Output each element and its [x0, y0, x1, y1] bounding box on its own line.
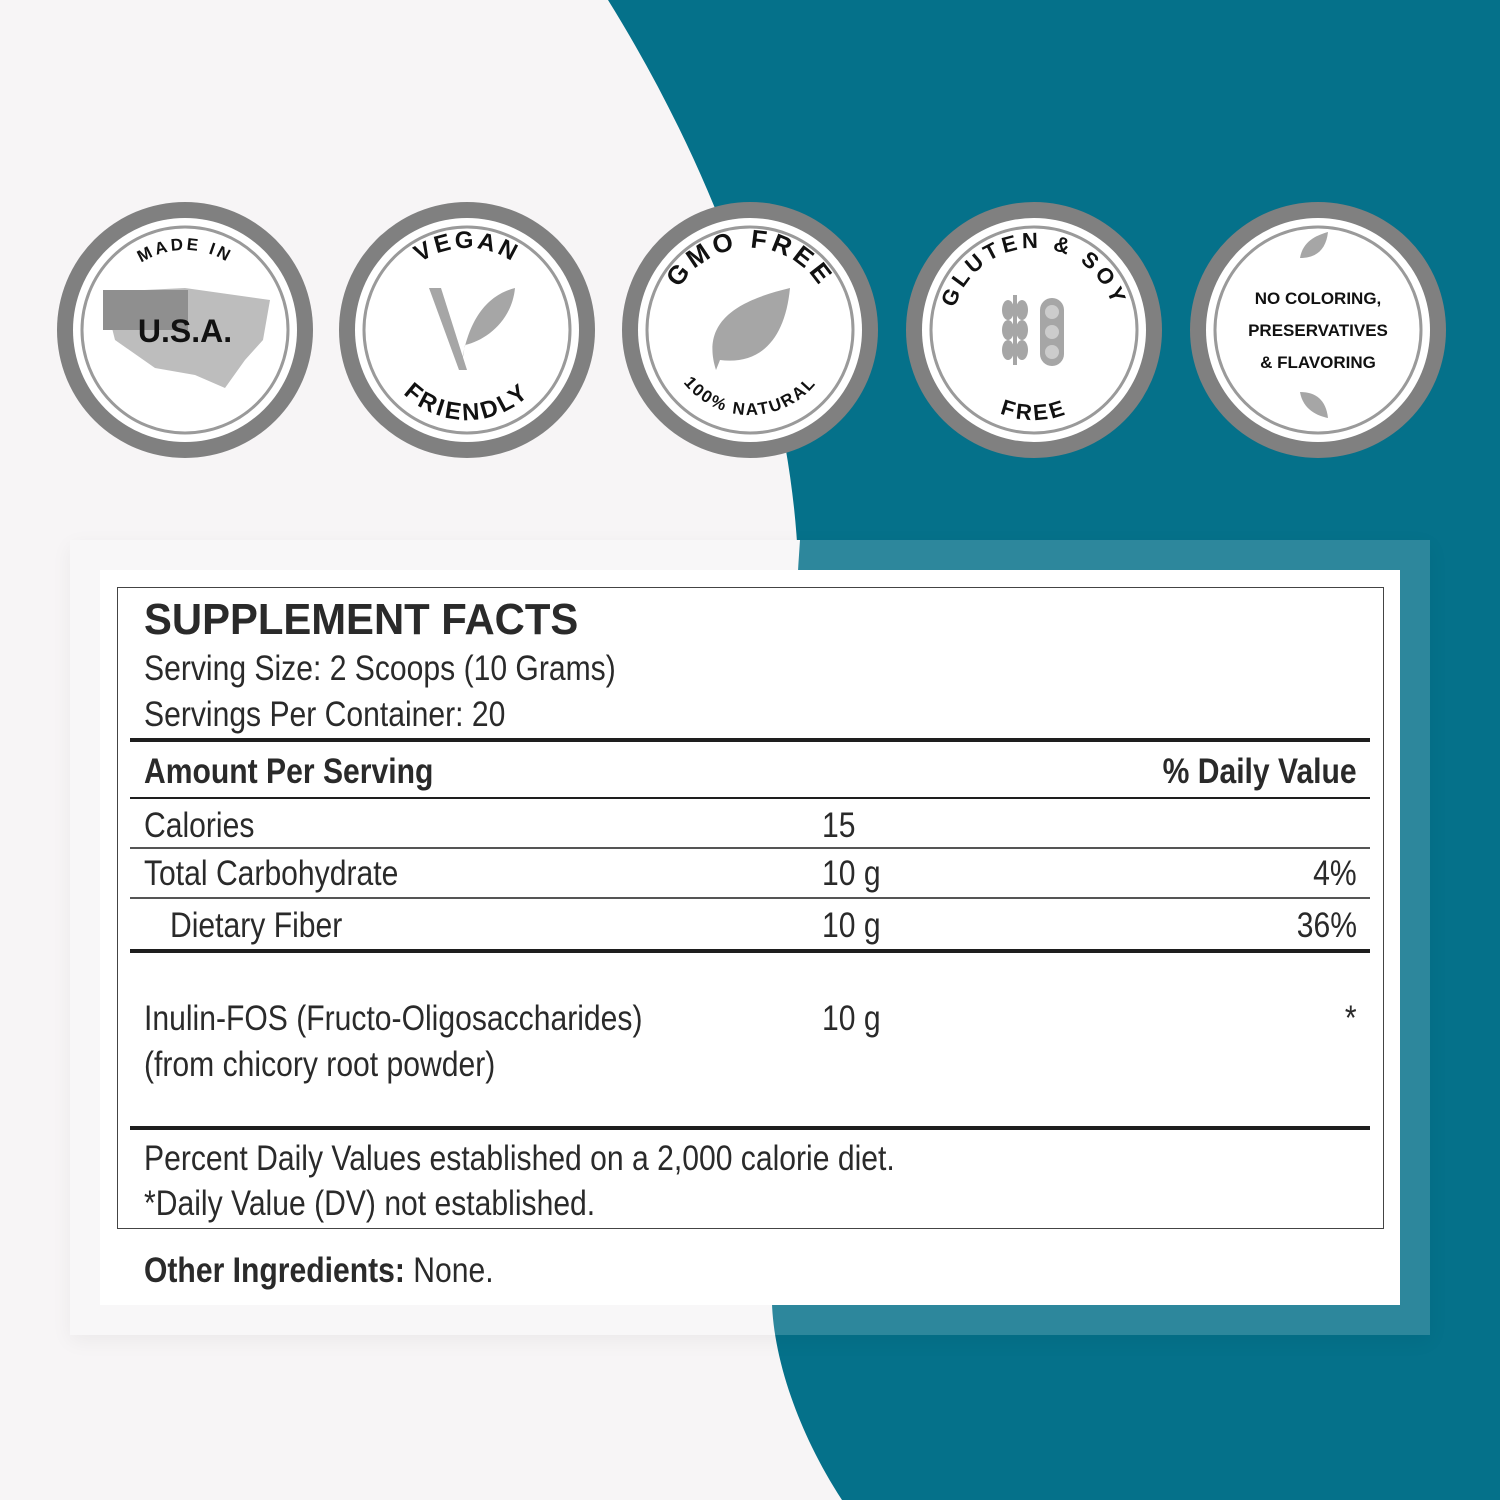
- gmo-free-badge: GMO FREE 100% NATURAL: [622, 202, 878, 458]
- row-dv: *: [1345, 999, 1357, 1038]
- svg-text:& FLAVORING: & FLAVORING: [1260, 353, 1376, 372]
- divider: [130, 897, 1370, 899]
- made-in-usa-badge: MADE IN U.S.A.: [57, 202, 313, 458]
- leaf-icon: [712, 288, 790, 370]
- serving-size: Serving Size: 2 Scoops (10 Grams): [144, 649, 616, 688]
- row-name: Total Carbohydrate: [144, 854, 399, 893]
- gluten-soy-free-badge: GLUTEN & SOY FREE: [906, 202, 1162, 458]
- no-additives-badge: NO COLORING, PRESERVATIVES & FLAVORING: [1190, 202, 1446, 458]
- vegan-v-leaf-icon: [429, 288, 515, 370]
- svg-text:NO COLORING,: NO COLORING,: [1255, 289, 1382, 308]
- row-dv: 4%: [1313, 854, 1357, 893]
- row-name: Dietary Fiber: [170, 906, 343, 945]
- amount-per-serving-header: Amount Per Serving: [144, 752, 434, 791]
- footnote-dv-not-established: *Daily Value (DV) not established.: [144, 1184, 596, 1223]
- facts-title: SUPPLEMENT FACTS: [144, 595, 579, 644]
- svg-text:U.S.A.: U.S.A.: [138, 313, 232, 349]
- row-name-detail: (from chicory root powder): [144, 1045, 496, 1084]
- footnote-daily-values: Percent Daily Values established on a 2,…: [144, 1139, 895, 1178]
- servings-per-container: Servings Per Container: 20: [144, 695, 506, 734]
- row-name: Inulin-FOS (Fructo-Oligosaccharides): [144, 999, 643, 1038]
- row-amount: 10 g: [822, 999, 881, 1038]
- row-name: Calories: [144, 806, 255, 845]
- divider: [130, 1126, 1370, 1130]
- svg-text:PRESERVATIVES: PRESERVATIVES: [1248, 321, 1388, 340]
- wheat-soybean-icon: [1002, 295, 1064, 366]
- vegan-friendly-badge: VEGAN FRIENDLY: [339, 202, 595, 458]
- row-dv: 36%: [1296, 906, 1357, 945]
- row-amount: 10 g: [822, 854, 881, 893]
- other-ingredients: Other Ingredients: None.: [144, 1253, 494, 1288]
- other-ingredients-value: None.: [404, 1251, 494, 1290]
- usa-flag-map-icon: [103, 288, 270, 388]
- row-amount: 10 g: [822, 906, 881, 945]
- supplement-facts-label: [117, 587, 1384, 1229]
- daily-value-header: % Daily Value: [1162, 752, 1357, 791]
- row-amount: 15: [822, 806, 856, 845]
- divider: [130, 738, 1370, 742]
- other-ingredients-label: Other Ingredients:: [144, 1251, 405, 1290]
- divider: [130, 949, 1370, 953]
- leaves-icon: [1300, 232, 1328, 418]
- supplement-facts-card: [100, 570, 1400, 1305]
- divider: [130, 797, 1370, 799]
- divider: [130, 847, 1370, 849]
